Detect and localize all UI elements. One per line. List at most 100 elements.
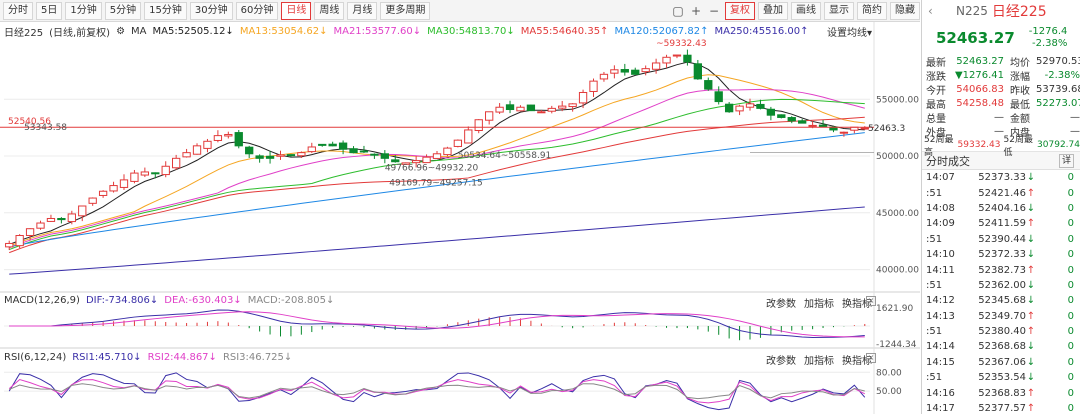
period-button[interactable]: 月线 [347,1,378,20]
indicator-action-link[interactable]: 加指标 [804,356,834,367]
settings-icon[interactable]: ⚙ [116,25,126,37]
toolbar-menu-button[interactable]: 叠加 [758,1,788,20]
candle-body [578,91,588,104]
macd-close-icon[interactable]: × [866,296,876,306]
tick-time: 14:11 [926,264,955,276]
candle-body [286,154,296,157]
toolbar-menu-button[interactable]: 隐藏 [890,1,920,20]
period-button[interactable]: 15分钟 [144,1,187,20]
week52-high: 59332.43 [957,139,1001,150]
period-button[interactable]: 5日 [36,1,63,20]
tick-price: 52373.33 [978,172,1026,184]
candle-body [130,172,139,182]
rsi-title: RSI(6,12,24) [4,352,67,363]
period-button[interactable]: 5分钟 [104,1,142,20]
ma120-line [9,132,865,248]
tick-price: 52377.57 [978,403,1026,414]
tick-direction-icon: ↓ [1026,172,1036,184]
price-annotation: 49169.79~49257.15 [389,178,482,188]
candle-body [485,111,494,121]
candle-body [464,129,473,144]
indicator-action-link[interactable]: 改参数 [766,356,796,367]
candle-body [818,124,828,128]
candle-body [526,104,536,112]
candlestick-chart[interactable]: 55000.00 50000.00 45000.00 40000.00 52540.56… [0,22,920,414]
indicator-legend-item: DEA:-630.403↓ [164,295,242,306]
indicator-legend-item: DIF:-734.806↓ [85,295,159,306]
tick-volume: 0 [1067,279,1074,291]
tick-time: :51 [926,187,943,199]
zoom-out-icon[interactable]: − [708,3,720,18]
quote-label: 涨幅 [1010,71,1030,83]
tick-row: 14:11 52382.73 ↑ 0 [922,262,1080,277]
candle-body [651,62,661,70]
quote-row: 最新 52463.27 均价 52970.53 [922,54,1080,69]
quote-value: — [994,125,1004,137]
back-arrow-icon[interactable]: ‹ [928,4,933,18]
candle-body [693,63,702,80]
quote-value: — [1070,111,1080,123]
period-button[interactable]: 30分钟 [189,1,233,20]
tick-volume: 0 [1067,233,1074,245]
period-button[interactable]: 60分钟 [235,1,279,20]
refresh-icon[interactable]: ▢ [672,3,684,18]
candle-body [547,107,556,112]
indicator-legend-item: MACD:-208.805↓ [247,295,335,306]
tick-time: :51 [926,233,943,245]
indicator-action-link[interactable]: 换指标 [842,299,872,310]
quote-label: 今开 [926,85,946,97]
tick-time: 14:13 [926,310,955,322]
index-name: 日经225 [4,27,44,39]
ma-settings-link[interactable]: 设置均线▾ [826,28,872,39]
reference-line-label: 52540.56 [8,117,51,127]
quote-label: 内盘 [1010,127,1030,139]
period-button[interactable]: 1分钟 [65,1,102,20]
toolbar-menu-button[interactable]: 简约 [857,1,887,20]
quote-label: 最低 [1010,99,1030,111]
tick-price: 52367.06 [978,356,1026,368]
candle-body [297,152,306,157]
tick-price: 52382.73 [978,264,1026,276]
tick-volume: 0 [1067,356,1074,368]
tick-direction-icon: ↓ [1026,295,1036,307]
macd-actions: 改参数 加指标 换指标 [758,295,872,310]
tick-volume: 0 [1067,249,1074,261]
candle-body [57,217,66,221]
candle-body [318,143,327,146]
indicator-action-link[interactable]: 换指标 [842,356,872,367]
zoom-in-icon[interactable]: + [690,3,702,18]
toolbar-menu-button[interactable]: 复权 [725,1,755,20]
period-button[interactable]: 周线 [314,1,345,20]
indicator-action-link[interactable]: 改参数 [766,299,796,310]
candle-body [109,185,118,192]
week52-high-label: 52周最高 [924,134,954,158]
ma-settings-label: 设置均线 [826,28,867,39]
candle-body [631,69,640,75]
rsi-tick-label: 50.00 [876,387,902,397]
quote-value: — [994,111,1004,123]
candle-body [422,156,431,164]
ticks-detail-button[interactable]: 详 [1058,153,1074,168]
macd-title: MACD(12,26,9) [4,295,80,306]
toolbar-menu-button[interactable]: 显示 [824,1,854,20]
candle-body [265,155,275,159]
tick-volume: 0 [1067,218,1074,230]
candle-body [704,80,713,90]
quote-row: 最高 54258.48 最低 52273.07 [922,96,1080,111]
candle-body [766,108,776,116]
tick-time: 14:08 [926,202,955,214]
quote-label: 外盘 [926,127,946,139]
candle-body [474,119,483,131]
tick-time: 14:17 [926,403,955,414]
period-button[interactable]: 日线 [281,1,312,20]
tick-direction-icon: ↓ [1026,341,1036,353]
candle-body [255,155,264,159]
indicator-action-link[interactable]: 加指标 [804,299,834,310]
period-button[interactable]: 更多周期 [380,1,431,20]
candle-body [140,171,150,176]
toolbar-menu-button[interactable]: 画线 [791,1,821,20]
period-button[interactable]: 分时 [3,1,33,20]
candle-body [756,103,765,109]
rsi-close-icon[interactable]: × [866,353,876,363]
ma-legend-item: MA55:54640.35↑ [520,25,609,37]
